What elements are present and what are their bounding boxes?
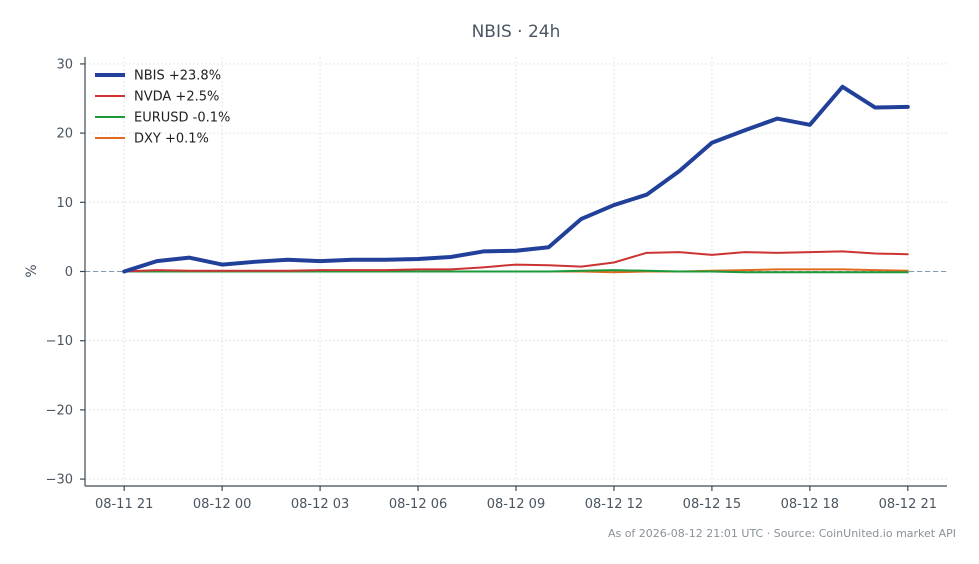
axes: 30 20 10 0 −10 −20 −30 08-11 21 08-12 00 08-12 03…: [46, 57, 947, 512]
x-tick-label: 08-12 15: [683, 497, 741, 512]
y-tick-label: 10: [56, 196, 73, 211]
series-line-nvda: [123, 250, 909, 273]
y-tick-label: 20: [56, 127, 73, 142]
legend-entry: NBIS +23.8%: [134, 69, 221, 84]
y-tick-label: 0: [65, 265, 73, 280]
legend-entry: EURUSD -0.1%: [134, 111, 230, 126]
x-tick-label: 08-12 21: [879, 497, 937, 512]
legend-entry: NVDA +2.5%: [134, 90, 219, 105]
legend-entry: DXY +0.1%: [134, 132, 209, 147]
x-tick-label: 08-12 09: [487, 497, 545, 512]
x-tick-label: 08-12 03: [291, 497, 349, 512]
chart-title: NBIS · 24h: [472, 22, 561, 42]
x-tick-label: 08-12 12: [585, 497, 643, 512]
y-tick-label: −30: [46, 473, 73, 488]
legend: NBIS +23.8% NVDA +2.5% EURUSD -0.1% DXY +0.…: [95, 69, 230, 147]
series-line-nbis: [122, 84, 910, 274]
x-tick-label: 08-11 21: [95, 497, 153, 512]
x-tick-label: 08-12 00: [193, 497, 251, 512]
source-footnote: As of 2026-08-12 21:01 UTC · Source: Coi…: [608, 527, 956, 540]
x-tick-label: 08-12 18: [781, 497, 839, 512]
x-tick-label: 08-12 06: [389, 497, 447, 512]
series-lines: [122, 84, 910, 274]
gridlines: [85, 57, 947, 486]
y-tick-label: −20: [46, 403, 73, 418]
y-tick-label: −10: [46, 334, 73, 349]
y-tick-label: 30: [56, 57, 73, 72]
y-axis-label: %: [24, 264, 40, 277]
